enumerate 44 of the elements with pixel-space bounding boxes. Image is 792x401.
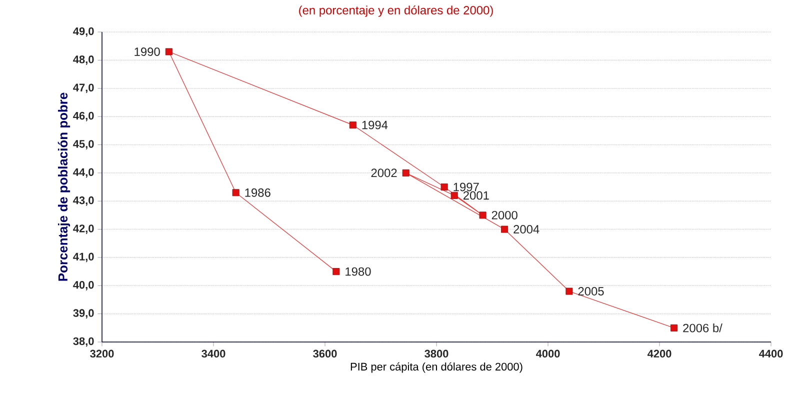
annotation: 2005 (578, 287, 604, 296)
x-tick-label: 3200 (90, 350, 114, 358)
y-tick-label: 48,0 (73, 56, 94, 65)
x-tick-label: 4200 (647, 350, 672, 358)
point (440, 184, 448, 190)
x-tick-label: 3800 (424, 350, 448, 358)
x-tick-label: 3400 (202, 350, 226, 358)
point (450, 192, 458, 199)
x-tick-label: 4400 (758, 350, 783, 358)
x-tick-label: 3600 (313, 350, 337, 358)
point (566, 288, 573, 295)
annotation: 2001 (463, 191, 489, 200)
annotation: 1997 (454, 182, 479, 192)
y-tick-label: 38,0 (73, 337, 94, 347)
point (670, 324, 678, 332)
y-tick-label: 49,0 (73, 27, 94, 37)
point (402, 169, 410, 176)
point (232, 189, 240, 196)
annotation: 2000 (492, 210, 518, 220)
point (349, 122, 356, 128)
annotation: 2006 b/ (683, 324, 722, 332)
x-axis-title: PIB per cápita (en dólares de 2000) (350, 362, 522, 373)
chart-subtitle: (en porcentaje y en dólares de 2000) (299, 6, 493, 17)
y-tick-label: 44,0 (73, 168, 94, 178)
y-tick-label: 42,0 (73, 224, 94, 234)
annotation: 2002 (371, 168, 397, 178)
y-tick-label: 46,0 (73, 112, 94, 122)
y-tick-label: 41,0 (73, 252, 94, 262)
point (165, 48, 172, 56)
y-tick-label: 43,0 (73, 196, 94, 206)
point (479, 212, 486, 219)
y-tick-label: 47,0 (73, 84, 94, 94)
y-tick-label: 40,0 (73, 280, 94, 290)
annotation: 1994 (362, 120, 388, 130)
annotation: 2004 (514, 225, 540, 234)
y-axis-title: Porcentaje de población pobre (58, 92, 70, 281)
annotation: 1986 (245, 188, 270, 197)
x-tick-label: 4000 (536, 350, 560, 358)
point (501, 226, 508, 233)
y-tick-label: 39,0 (73, 309, 94, 318)
annotation: 1990 (134, 47, 160, 56)
point (332, 268, 340, 276)
annotation: 1980 (346, 267, 371, 276)
y-tick-label: 45,0 (73, 140, 94, 150)
